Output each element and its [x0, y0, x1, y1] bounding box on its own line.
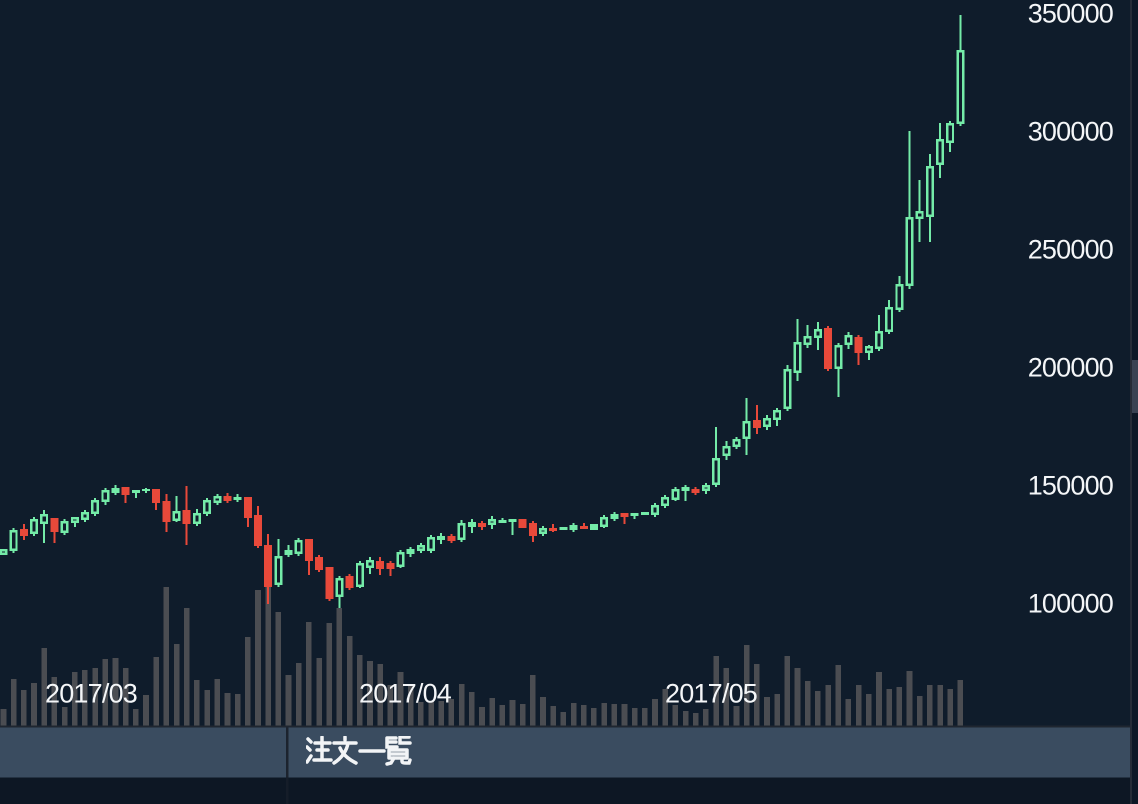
svg-text:2017/03: 2017/03 — [45, 679, 137, 709]
svg-text:100000: 100000 — [1028, 589, 1113, 619]
svg-text:250000: 250000 — [1028, 235, 1113, 265]
svg-text:350000: 350000 — [1028, 0, 1113, 29]
svg-text:150000: 150000 — [1028, 471, 1113, 501]
svg-text:2017/04: 2017/04 — [359, 679, 452, 709]
svg-text:2017/05: 2017/05 — [665, 679, 757, 709]
svg-text:200000: 200000 — [1028, 353, 1113, 383]
svg-text:300000: 300000 — [1028, 117, 1113, 147]
